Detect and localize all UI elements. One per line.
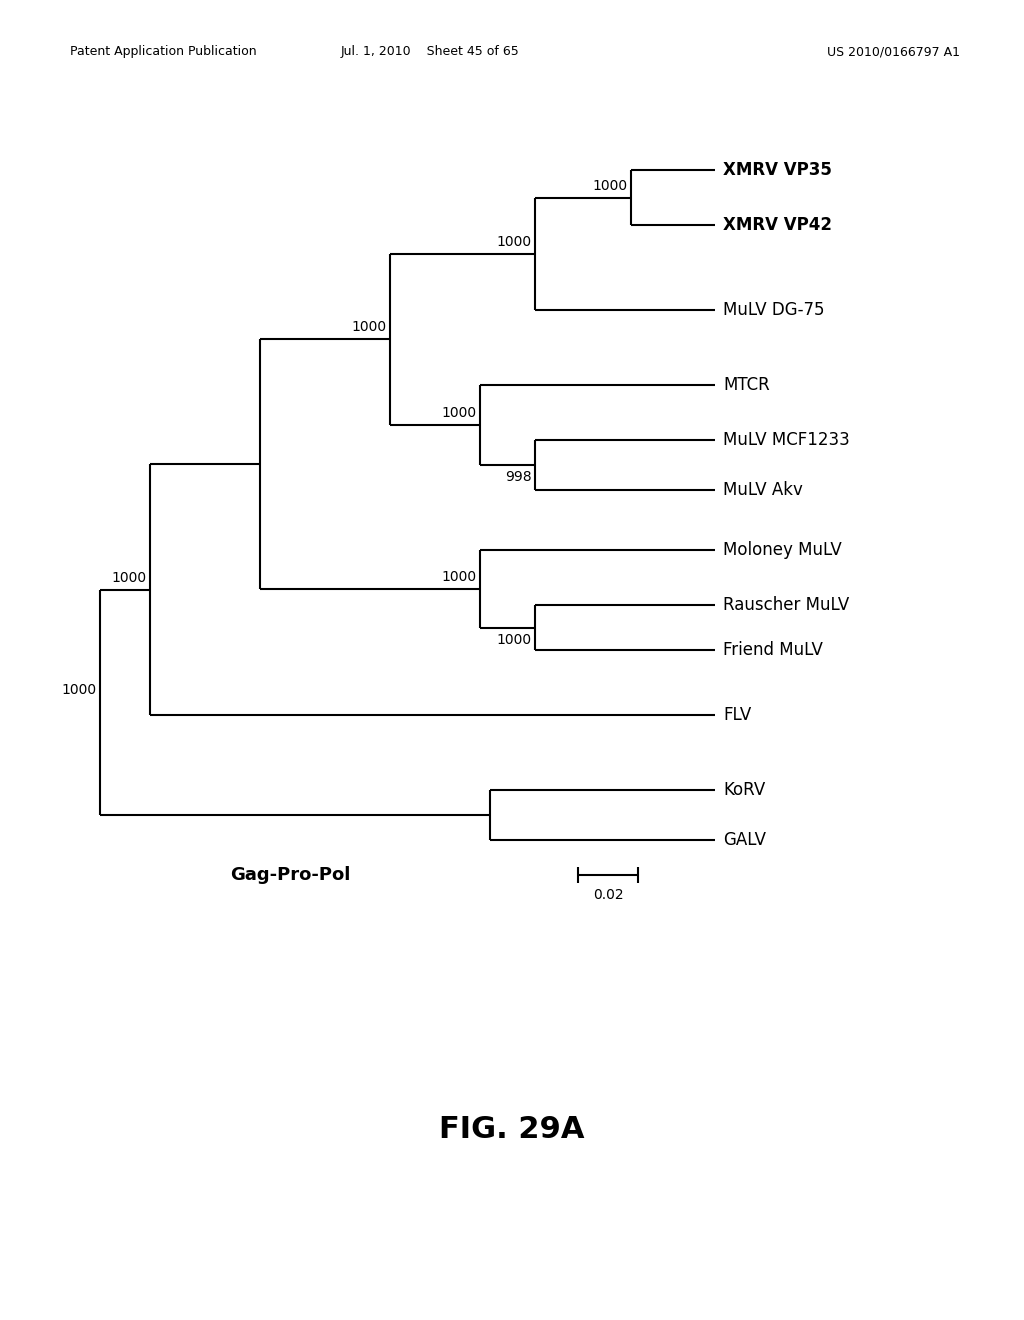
Text: 1000: 1000 bbox=[497, 235, 532, 248]
Text: FLV: FLV bbox=[723, 706, 752, 723]
Text: FIG. 29A: FIG. 29A bbox=[439, 1115, 585, 1144]
Text: US 2010/0166797 A1: US 2010/0166797 A1 bbox=[827, 45, 961, 58]
Text: 998: 998 bbox=[506, 470, 532, 484]
Text: MuLV MCF1233: MuLV MCF1233 bbox=[723, 432, 850, 449]
Text: Gag-Pro-Pol: Gag-Pro-Pol bbox=[230, 866, 350, 884]
Text: 1000: 1000 bbox=[352, 321, 387, 334]
Text: 1000: 1000 bbox=[61, 684, 97, 697]
Text: Rauscher MuLV: Rauscher MuLV bbox=[723, 597, 849, 614]
Text: 1000: 1000 bbox=[442, 570, 477, 583]
Text: KoRV: KoRV bbox=[723, 781, 765, 799]
Text: 1000: 1000 bbox=[497, 632, 532, 647]
Text: Friend MuLV: Friend MuLV bbox=[723, 642, 823, 659]
Text: XMRV VP42: XMRV VP42 bbox=[723, 216, 831, 234]
Text: MuLV DG-75: MuLV DG-75 bbox=[723, 301, 824, 319]
Text: 1000: 1000 bbox=[593, 178, 628, 193]
Text: Moloney MuLV: Moloney MuLV bbox=[723, 541, 842, 558]
Text: GALV: GALV bbox=[723, 832, 766, 849]
Text: MuLV Akv: MuLV Akv bbox=[723, 480, 803, 499]
Text: MTCR: MTCR bbox=[723, 376, 770, 393]
Text: XMRV VP35: XMRV VP35 bbox=[723, 161, 831, 180]
Text: Patent Application Publication: Patent Application Publication bbox=[70, 45, 257, 58]
Text: 0.02: 0.02 bbox=[593, 888, 624, 902]
Text: 1000: 1000 bbox=[112, 570, 147, 585]
Text: 1000: 1000 bbox=[442, 407, 477, 420]
Text: Jul. 1, 2010    Sheet 45 of 65: Jul. 1, 2010 Sheet 45 of 65 bbox=[341, 45, 519, 58]
